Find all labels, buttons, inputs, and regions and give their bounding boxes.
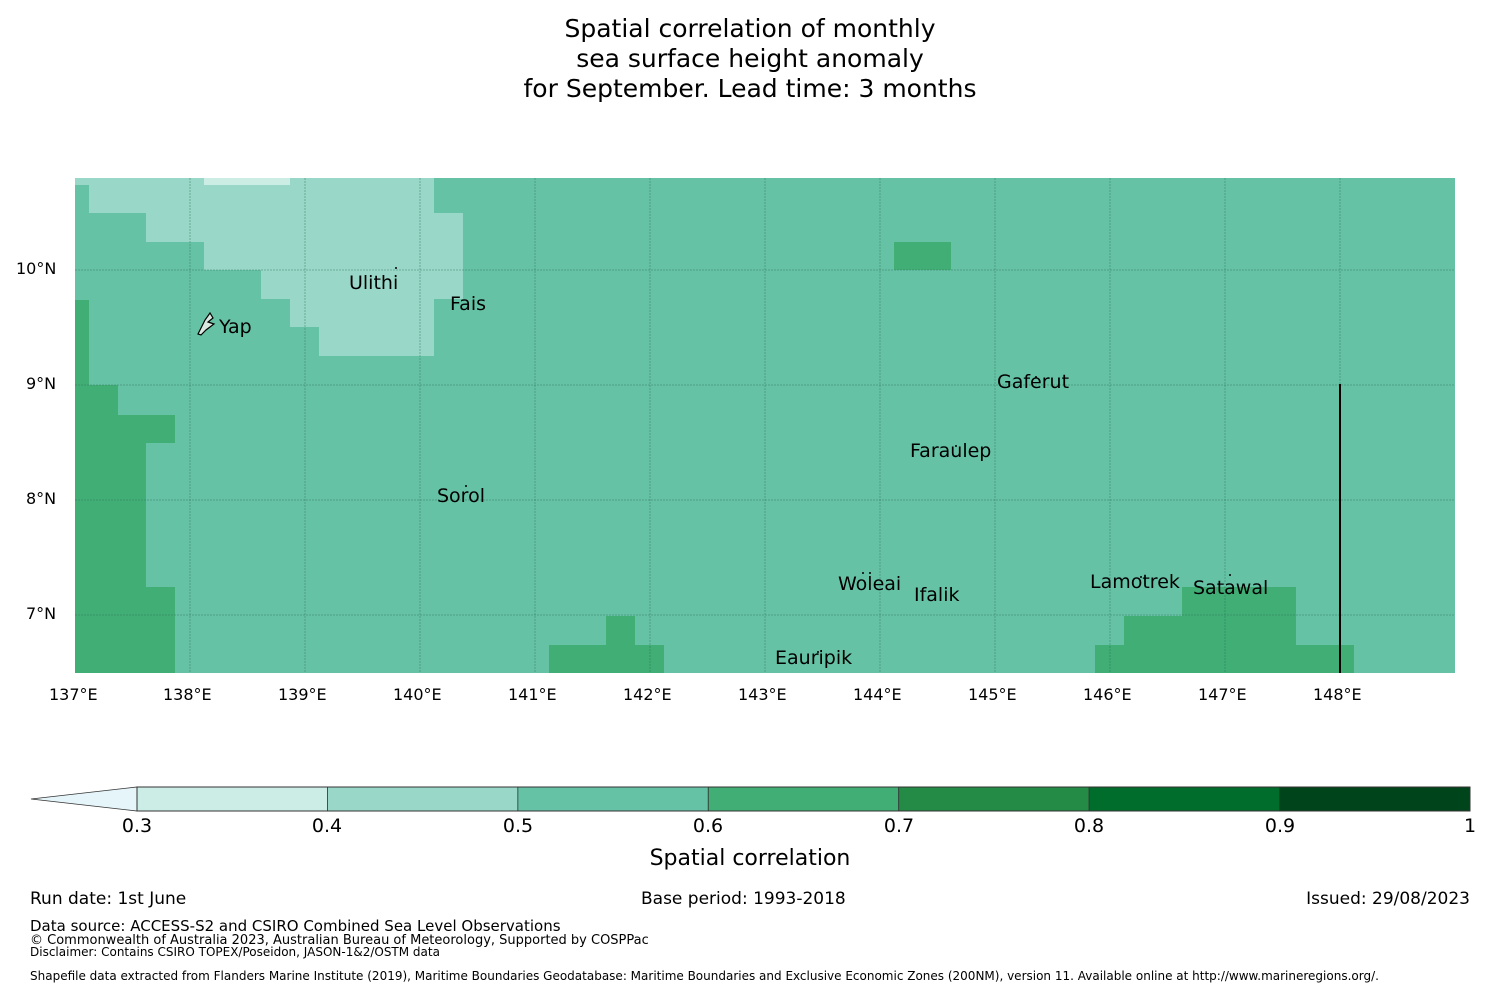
place-label-lamotrek: Lamotrek: [1090, 571, 1180, 593]
lat-label-8n: 8°N: [26, 489, 57, 508]
lon-label-140e: 140°E: [393, 685, 442, 704]
colorbar: [30, 786, 1471, 812]
colorbar-segment-3: [707, 786, 900, 812]
west-high-region: [75, 385, 175, 673]
place-label-faraulep: Faraulep: [910, 440, 992, 462]
title-line-1: Spatial correlation of monthly: [564, 14, 936, 43]
colorbar-segment-4: [898, 786, 1090, 812]
place-label-fais: Fais: [450, 293, 487, 315]
satawal-island-mark: [1229, 574, 1231, 576]
west-strip-region: [75, 300, 89, 385]
colorbar-label: Spatial correlation: [649, 846, 851, 871]
shapefile-credit: Shapefile data extracted from Flanders M…: [30, 969, 1379, 983]
lon-label-148e: 148°E: [1313, 685, 1362, 704]
island-marks: [197, 267, 1231, 653]
sorol-island-mark: [465, 485, 467, 487]
ulithi-island-mark: [395, 267, 397, 269]
faraulep-island-mark: [955, 445, 957, 447]
issued-date: Issued: 29/08/2023: [1306, 889, 1470, 909]
base-period: Base period: 1993-2018: [641, 889, 846, 909]
lamotrek-island-mark: [1140, 576, 1142, 578]
colorbar-tick-0-7: 0.7: [883, 815, 915, 837]
lon-label-143e: 143°E: [738, 685, 787, 704]
place-label-woleai: Woleai: [838, 573, 902, 595]
place-label-sorol: Sorol: [437, 485, 485, 507]
colorbar-segments: [136, 786, 1471, 812]
place-label-satawal: Satawal: [1193, 577, 1269, 599]
north-small-high-region: [894, 242, 951, 270]
colorbar-outline: [136, 786, 1471, 812]
place-label-ifalik: Ifalik: [914, 584, 960, 606]
yap-island-icon: [197, 311, 216, 336]
colorbar-under-arrow: [30, 786, 138, 812]
colorbar-segment-6: [1279, 786, 1471, 812]
lon-label-139e: 139°E: [278, 685, 327, 704]
run-date: Run date: 1st June: [30, 889, 187, 909]
colorbar-segment-2: [517, 786, 709, 812]
woleai-island-mark-2: [869, 572, 871, 574]
lat-label-9n: 9°N: [26, 374, 57, 393]
lon-label-145e: 145°E: [968, 685, 1017, 704]
colorbar-segment-0: [136, 786, 328, 812]
lon-label-146e: 146°E: [1083, 685, 1132, 704]
colorbar-tick-0-5: 0.5: [502, 815, 534, 837]
colorbar-tick-0-6: 0.6: [692, 815, 724, 837]
place-label-yap: Yap: [219, 316, 252, 338]
lat-label-7n: 7°N: [26, 604, 57, 623]
lat-label-10n: 10°N: [16, 259, 57, 278]
chart-title: Spatial correlation of monthly sea surfa…: [0, 14, 1500, 104]
title-line-3: for September. Lead time: 3 months: [523, 74, 977, 103]
lon-label-138e: 138°E: [163, 685, 212, 704]
colorbar-tick-0-9: 0.9: [1264, 815, 1296, 837]
title-line-2: sea surface height anomaly: [576, 44, 924, 73]
south-central-high-region: [549, 616, 664, 673]
lon-label-137e: 137°E: [49, 685, 98, 704]
southeast-high-region: [1095, 587, 1354, 673]
colorbar-segment-5: [1088, 786, 1280, 812]
colorbar-tick-0-4: 0.4: [311, 815, 343, 837]
colorbar-segment-1: [327, 786, 519, 812]
copyright-notice: © Commonwealth of Australia 2023, Austra…: [30, 933, 649, 948]
lowest-correlation-region: [204, 178, 290, 185]
colorbar-tick-0-3: 0.3: [121, 815, 153, 837]
colorbar-tick-1: 1: [1463, 815, 1477, 837]
lon-label-144e: 144°E: [853, 685, 902, 704]
data-source: Data source: ACCESS-S2 and CSIRO Combine…: [30, 917, 561, 935]
correlation-map: [75, 178, 1455, 673]
eauripik-island-mark: [817, 651, 819, 653]
place-label-ulithi: Ulithi: [349, 272, 399, 294]
lon-label-142e: 142°E: [623, 685, 672, 704]
gaferut-island-mark: [1035, 376, 1037, 378]
disclaimer: Disclaimer: Contains CSIRO TOPEX/Poseido…: [30, 945, 440, 959]
gridlines: [75, 178, 1455, 673]
place-label-eauripik: Eauripik: [775, 647, 853, 669]
woleai-island-mark: [862, 572, 864, 574]
place-label-gaferut: Gaferut: [997, 371, 1070, 393]
lon-label-147e: 147°E: [1198, 685, 1247, 704]
high-correlation-regions: [75, 242, 1354, 673]
lon-label-141e: 141°E: [508, 685, 557, 704]
colorbar-tick-0-8: 0.8: [1073, 815, 1105, 837]
low-correlation-region: [75, 178, 463, 356]
